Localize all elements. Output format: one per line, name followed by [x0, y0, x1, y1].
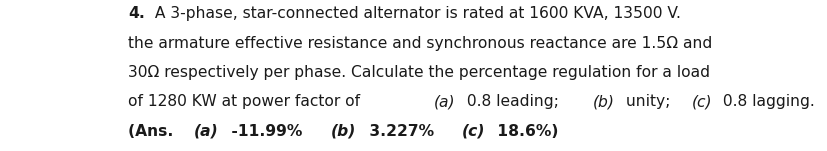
Text: 4.: 4.: [128, 6, 145, 21]
Text: (a): (a): [433, 95, 455, 109]
Text: 3.227%: 3.227%: [364, 124, 439, 139]
Text: (b): (b): [331, 124, 356, 139]
Text: 0.8 lagging.: 0.8 lagging.: [717, 95, 814, 109]
Text: unity;: unity;: [620, 95, 675, 109]
Text: (b): (b): [592, 95, 614, 109]
Text: (a): (a): [194, 124, 218, 139]
Text: of 1280 KW at power factor of: of 1280 KW at power factor of: [128, 95, 365, 109]
Text: A 3-phase, star-connected alternator is rated at 1600 KVA, 13500 V.: A 3-phase, star-connected alternator is …: [150, 6, 680, 21]
Text: 0.8 leading;: 0.8 leading;: [461, 95, 563, 109]
Text: 30Ω respectively per phase. Calculate the percentage regulation for a load: 30Ω respectively per phase. Calculate th…: [128, 65, 710, 80]
Text: (Ans.: (Ans.: [128, 124, 179, 139]
Text: the armature effective resistance and synchronous reactance are 1.5Ω and: the armature effective resistance and sy…: [128, 36, 712, 51]
Text: -11.99%: -11.99%: [226, 124, 307, 139]
Text: 18.6%): 18.6%): [491, 124, 557, 139]
Text: (c): (c): [691, 95, 711, 109]
Text: (c): (c): [461, 124, 485, 139]
